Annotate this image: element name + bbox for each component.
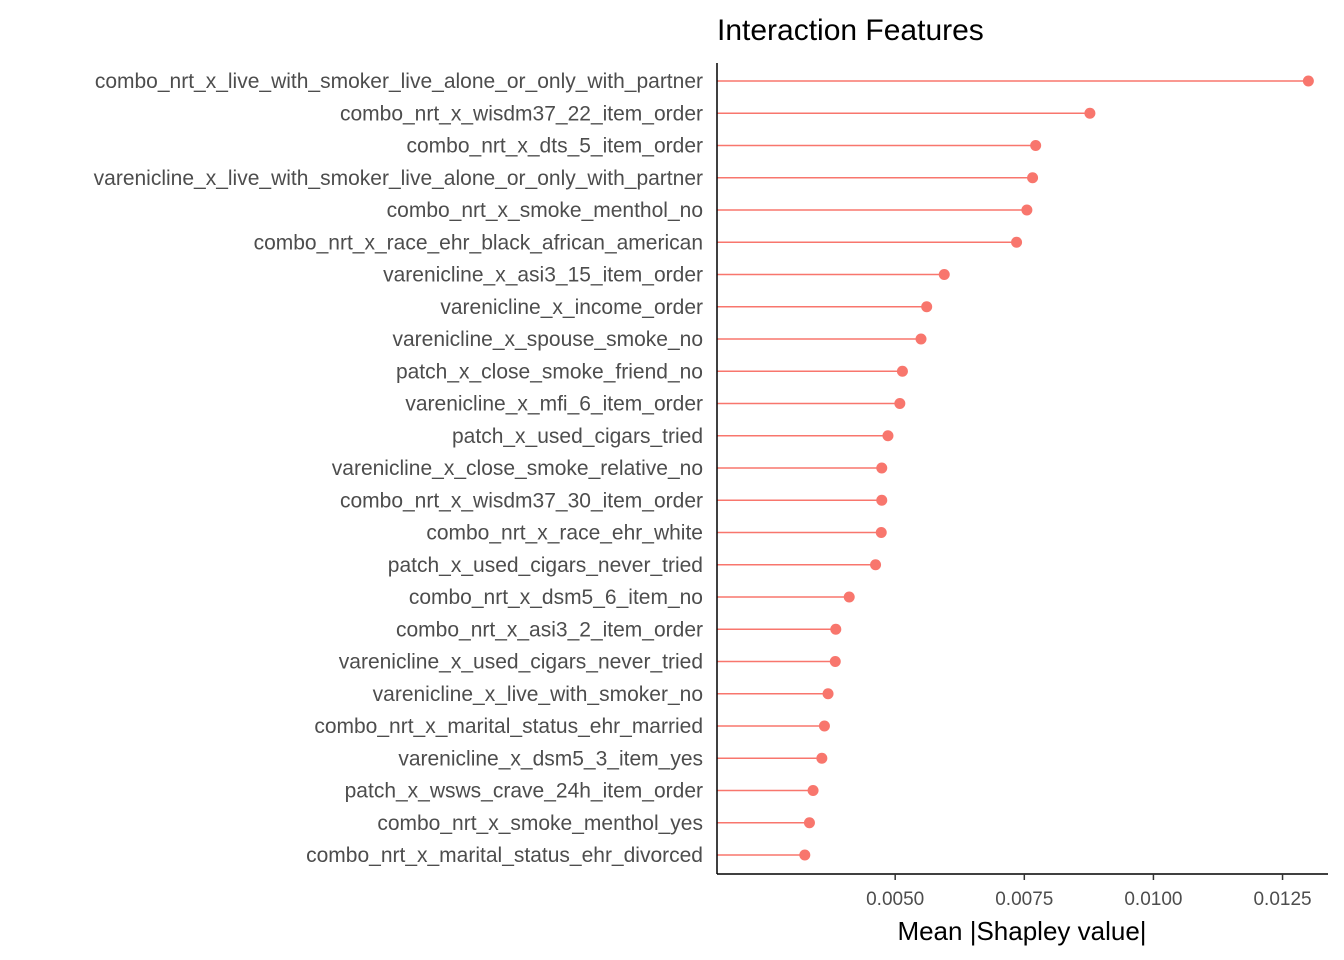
- data-point: [1011, 236, 1023, 248]
- data-point: [818, 720, 830, 732]
- category-label: patch_x_used_cigars_never_tried: [388, 554, 703, 577]
- category-label: patch_x_used_cigars_tried: [452, 425, 703, 448]
- data-point: [816, 752, 828, 764]
- data-point: [807, 785, 819, 796]
- x-tick-label: 0.0100: [1124, 889, 1182, 910]
- category-label: patch_x_wsws_crave_24h_item_order: [345, 780, 703, 803]
- data-point: [938, 269, 950, 280]
- category-label: combo_nrt_x_smoke_menthol_yes: [377, 812, 703, 835]
- data-point: [921, 301, 933, 313]
- data-point: [1302, 75, 1314, 87]
- category-label: combo_nrt_x_asi3_2_item_order: [396, 618, 703, 641]
- data-point: [876, 494, 888, 506]
- data-point: [830, 623, 842, 635]
- category-label: varenicline_x_spouse_smoke_no: [392, 328, 703, 351]
- data-point: [896, 365, 908, 377]
- data-point: [894, 398, 906, 409]
- category-label: combo_nrt_x_race_ehr_white: [426, 522, 703, 545]
- x-tick-label: 0.0050: [866, 889, 924, 910]
- data-point: [875, 527, 887, 538]
- chart-title: Interaction Features: [717, 14, 984, 47]
- data-point: [1027, 172, 1039, 184]
- data-point: [1021, 204, 1033, 216]
- data-point: [882, 430, 894, 442]
- data-point: [876, 462, 888, 474]
- category-label: combo_nrt_x_dts_5_item_order: [406, 135, 703, 158]
- chart-stems: [717, 80, 1309, 856]
- data-point: [829, 656, 841, 667]
- category-label: combo_nrt_x_dsm5_6_item_no: [409, 586, 703, 609]
- x-tick-label: 0.0125: [1253, 889, 1311, 910]
- category-label: combo_nrt_x_race_ehr_black_african_ameri…: [254, 231, 703, 254]
- category-label: varenicline_x_live_with_smoker_no: [373, 683, 703, 706]
- data-point: [843, 591, 855, 603]
- category-label: combo_nrt_x_wisdm37_22_item_order: [340, 102, 703, 125]
- category-label: patch_x_close_smoke_friend_no: [396, 360, 703, 383]
- category-label: combo_nrt_x_wisdm37_30_item_order: [340, 489, 703, 512]
- category-label: varenicline_x_used_cigars_never_tried: [339, 651, 703, 674]
- chart-points: [799, 75, 1314, 861]
- data-point: [799, 849, 811, 861]
- data-point: [915, 333, 927, 345]
- x-tick-label: 0.0075: [995, 889, 1053, 910]
- category-label: varenicline_x_asi3_15_item_order: [383, 264, 703, 287]
- data-point: [822, 688, 834, 700]
- data-point: [870, 559, 882, 571]
- category-label: varenicline_x_mfi_6_item_order: [405, 393, 703, 416]
- category-label: combo_nrt_x_smoke_menthol_no: [387, 199, 703, 222]
- data-point: [1030, 140, 1042, 151]
- data-point: [803, 817, 815, 829]
- category-label: varenicline_x_live_with_smoker_live_alon…: [94, 167, 703, 190]
- category-label: combo_nrt_x_live_with_smoker_live_alone_…: [95, 70, 703, 93]
- category-label: combo_nrt_x_marital_status_ehr_married: [314, 715, 703, 738]
- category-label: varenicline_x_close_smoke_relative_no: [332, 457, 703, 480]
- category-label: combo_nrt_x_marital_status_ehr_divorced: [306, 844, 703, 867]
- category-label: varenicline_x_income_order: [440, 296, 703, 319]
- category-label: varenicline_x_dsm5_3_item_yes: [398, 747, 703, 770]
- data-point: [1084, 107, 1096, 119]
- x-axis-title: Mean |Shapley value|: [897, 916, 1146, 946]
- category-labels: combo_nrt_x_live_with_smoker_live_alone_…: [94, 70, 703, 867]
- x-axis-ticks: 0.0050 0.0075 0.0100 0.0125: [866, 874, 1312, 910]
